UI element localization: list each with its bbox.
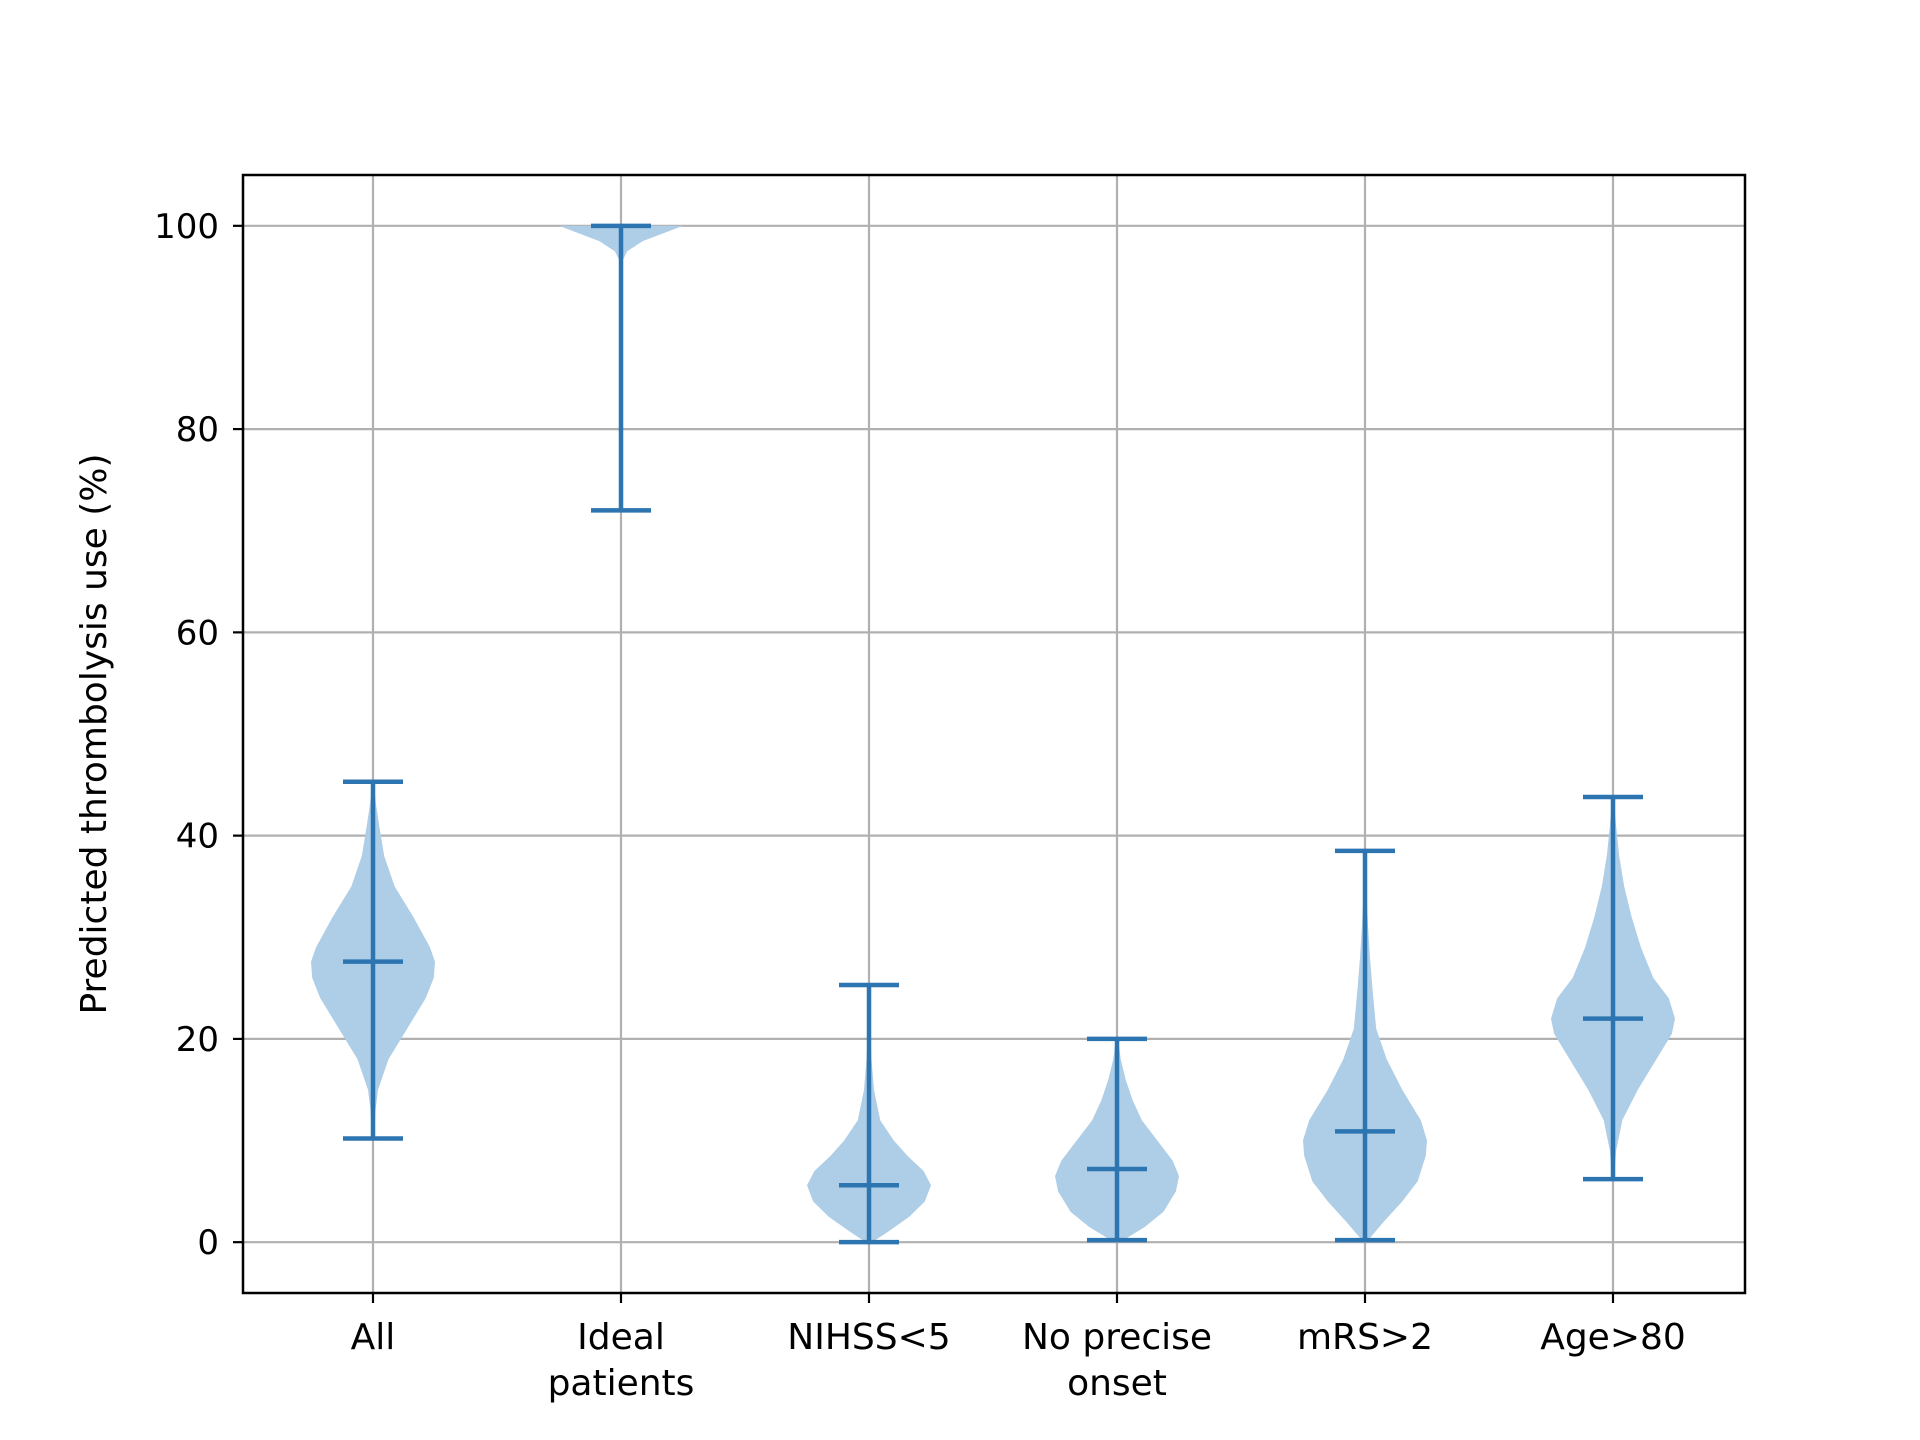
y-tick-label: 20: [176, 1020, 219, 1060]
x-tick-label-line: All: [351, 1317, 396, 1358]
x-axis-ticks: All Ideal patients NIHSS<5 No precise onset mR…: [351, 1293, 1686, 1404]
y-axis-ticks: 0 20 40 60 80 100: [154, 207, 243, 1263]
x-tick-label-line: mRS>2: [1297, 1317, 1433, 1358]
violin-bodies: [311, 225, 1675, 1243]
plot-frame: [241, 173, 1747, 1295]
x-tick-label: mRS>2: [1297, 1317, 1433, 1358]
x-tick-label-line: No precise: [1022, 1317, 1212, 1358]
y-tick-label: 0: [197, 1223, 219, 1263]
x-tick-label-line: onset: [1067, 1363, 1167, 1404]
y-axis-label: Predicted thrombolysis use (%): [74, 453, 115, 1014]
y-tick-label: 80: [176, 410, 219, 450]
y-tick-label: 60: [176, 613, 219, 653]
x-tick-label: NIHSS<5: [787, 1317, 950, 1358]
x-tick-label-line: NIHSS<5: [787, 1317, 950, 1358]
y-tick-label: 100: [154, 207, 219, 247]
x-tick-label: Age>80: [1540, 1317, 1686, 1358]
x-tick-label-line: Age>80: [1540, 1317, 1686, 1358]
violin-bars: [343, 223, 1643, 1245]
x-tick-label: No precise onset: [1022, 1317, 1212, 1404]
y-tick-label: 40: [176, 817, 219, 857]
x-tick-label-line: patients: [548, 1363, 695, 1404]
x-tick-label: All: [351, 1317, 396, 1358]
x-tick-label-line: Ideal: [577, 1317, 665, 1358]
grid-lines: [243, 175, 1745, 1293]
x-tick-label: Ideal patients: [548, 1317, 695, 1404]
